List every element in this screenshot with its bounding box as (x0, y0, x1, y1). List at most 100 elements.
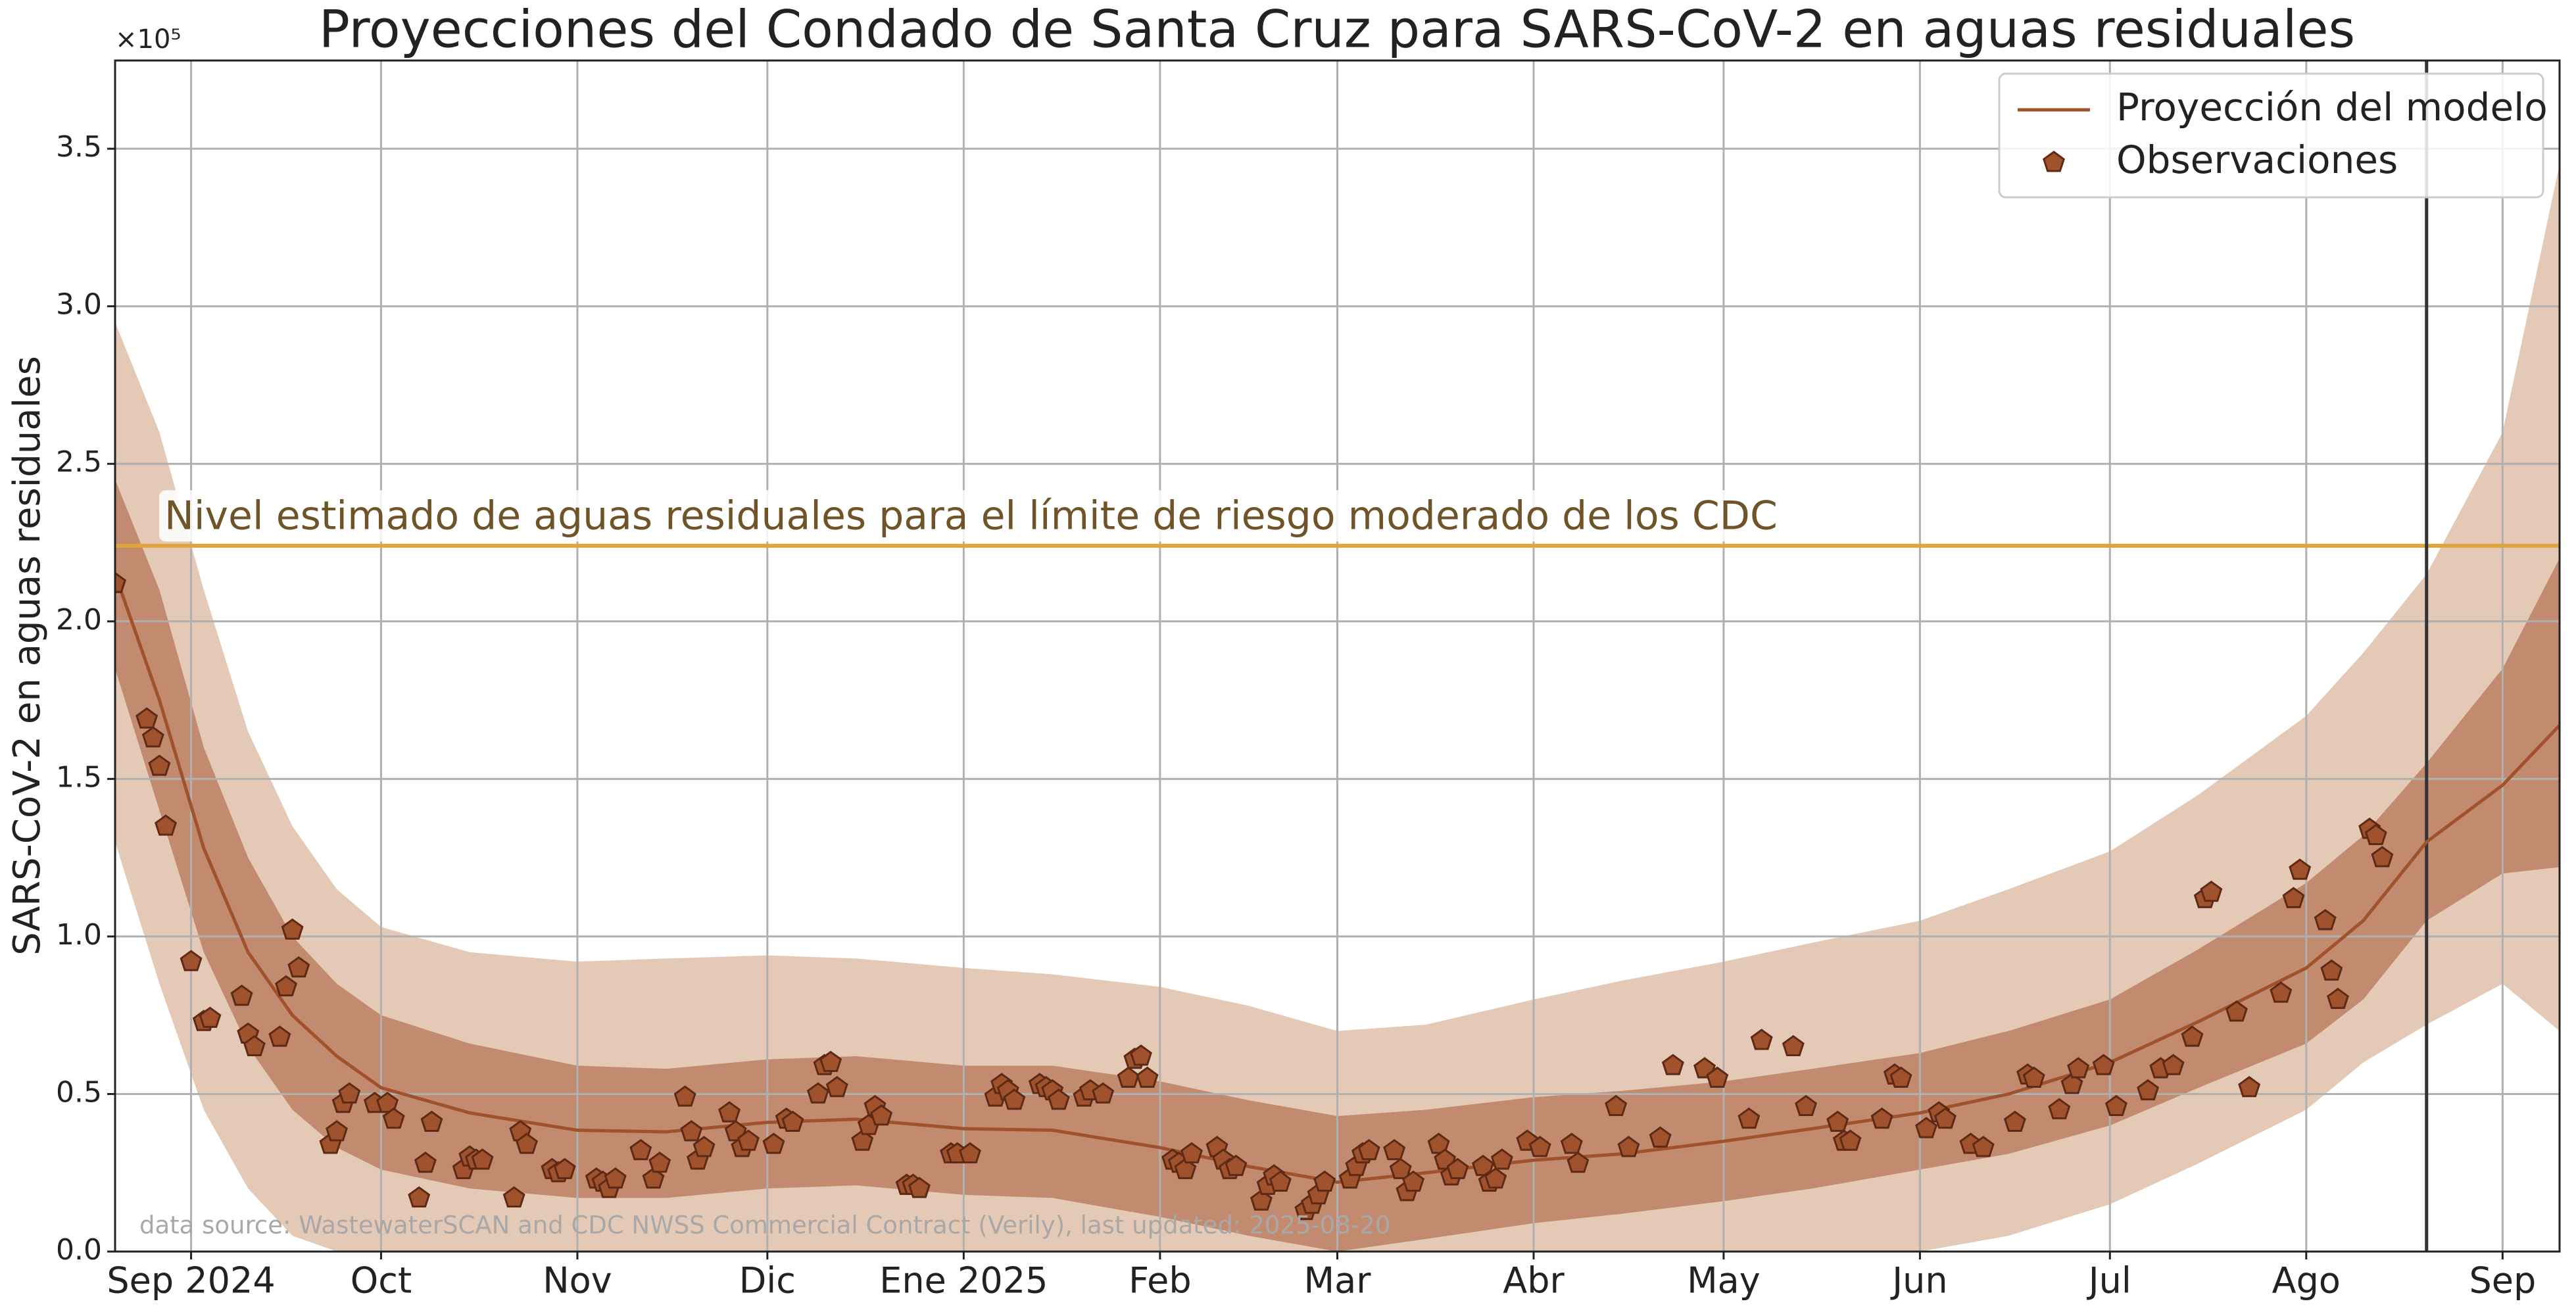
observation-point (1750, 1029, 1773, 1050)
observation-point (1560, 1133, 1583, 1154)
observation-point (762, 1133, 785, 1154)
observation-point (1826, 1110, 1849, 1133)
legend-marker (2043, 151, 2065, 172)
observation-point (1269, 1170, 1292, 1192)
observation-point (604, 1167, 627, 1189)
observation-point (2238, 1076, 2261, 1098)
observation-point (737, 1129, 760, 1151)
observation-point (376, 1091, 399, 1113)
observation-point (1446, 1158, 1469, 1179)
y-tick-label: 2.0 (56, 603, 102, 637)
observation-point (230, 985, 253, 1006)
observation-point (2181, 1025, 2204, 1047)
observation-point (2003, 1110, 2026, 1133)
observation-point (2060, 1073, 2083, 1094)
observation-point (1402, 1170, 1425, 1192)
observation-point (135, 707, 158, 729)
observation-point (2326, 987, 2349, 1010)
x-tick-label: May (1687, 1260, 1761, 1302)
y-tick-label: 2.5 (56, 445, 102, 479)
observation-point (2022, 1066, 2045, 1088)
observation-point (414, 1151, 437, 1173)
observation-point (1617, 1136, 1640, 1158)
observation-point (2225, 1000, 2248, 1022)
observation-point (338, 1082, 361, 1104)
observation-point (2320, 959, 2343, 981)
observation-point (1047, 1088, 1070, 1110)
observation-point (1490, 1148, 1513, 1170)
y-tick-label: 0.5 (56, 1075, 102, 1109)
observation-point (851, 1129, 874, 1151)
y-tick-label: 3.0 (56, 288, 102, 322)
data-source: data source: WastewaterSCAN and CDC NWSS… (139, 1211, 1390, 1240)
observation-point (275, 975, 297, 996)
observation-point (1605, 1094, 1628, 1117)
observation-point (420, 1110, 443, 1133)
observation-point (2137, 1079, 2160, 1101)
observation-point (1484, 1167, 1507, 1189)
x-tick-label: Feb (1129, 1260, 1192, 1302)
observation-point (1174, 1158, 1197, 1179)
x-tick-label: Abr (1503, 1260, 1565, 1302)
x-tick-label: Sep (2469, 1260, 2536, 1302)
observation-point (1870, 1107, 1893, 1129)
observation-point (1389, 1158, 1412, 1179)
chart-title: Proyecciones del Condado de Santa Cruz p… (319, 0, 2355, 59)
observation-point (1383, 1138, 1406, 1161)
y-tick-label: 0.0 (56, 1233, 102, 1267)
x-tick-label: Nov (543, 1260, 612, 1302)
x-tick-label: Mar (1304, 1260, 1372, 1302)
observation-point (1889, 1066, 1912, 1088)
y-tick-label: 1.0 (56, 918, 102, 952)
observation-point (155, 814, 178, 836)
observation-point (1738, 1107, 1761, 1129)
x-tick-label: Dic (739, 1260, 796, 1302)
observation-point (1136, 1066, 1159, 1088)
confidence-band (115, 479, 2560, 1252)
observation-point (825, 1076, 848, 1098)
observation-point (2200, 880, 2223, 902)
legend-label: Observaciones (2116, 137, 2398, 182)
observation-point (1471, 1154, 1494, 1177)
observation-point (1972, 1136, 1995, 1158)
x-tick-label: Ago (2272, 1260, 2341, 1302)
x-tick-label: Jul (2087, 1260, 2131, 1302)
plot-area (115, 61, 2560, 1252)
observation-point (553, 1158, 576, 1179)
threshold-label: Nivel estimado de aguas residuales para … (164, 493, 1778, 539)
observation-point (326, 1120, 349, 1142)
y-tick-label: 1.5 (56, 760, 102, 794)
observation-point (2314, 909, 2337, 931)
observation-point (1649, 1126, 1672, 1148)
observation-point (1915, 1117, 1938, 1138)
observation-point (2092, 1054, 2115, 1075)
model-line (115, 573, 2560, 1184)
observation-point (2048, 1098, 2071, 1119)
observation-point (287, 956, 310, 978)
observation-point (1117, 1066, 1140, 1088)
observation-point (806, 1082, 829, 1104)
x-tick-label: Oct (351, 1260, 412, 1302)
observation-point (1225, 1154, 1248, 1177)
confidence-band (115, 164, 2560, 1252)
observation-point (2364, 823, 2387, 846)
observation-point (1313, 1170, 1336, 1192)
x-tick-label: Ene 2025 (879, 1260, 1048, 1302)
observation-point (115, 572, 126, 593)
observation-point (673, 1085, 696, 1107)
observation-point (471, 1148, 494, 1170)
observation-point (2104, 1094, 2127, 1117)
observation-point (141, 726, 164, 748)
observation-point (2270, 981, 2293, 1003)
legend-label: Proyección del modelo (2116, 85, 2548, 130)
observation-point (908, 1177, 931, 1198)
observation-point (1933, 1107, 1956, 1129)
observation-point (1839, 1129, 1862, 1151)
observation-point (1092, 1082, 1115, 1104)
observation-point (781, 1110, 804, 1133)
x-tick-label: Sep 2024 (107, 1260, 275, 1302)
legend-box (1998, 72, 2544, 199)
observation-point (680, 1120, 703, 1142)
threshold-label-background (159, 490, 1783, 542)
